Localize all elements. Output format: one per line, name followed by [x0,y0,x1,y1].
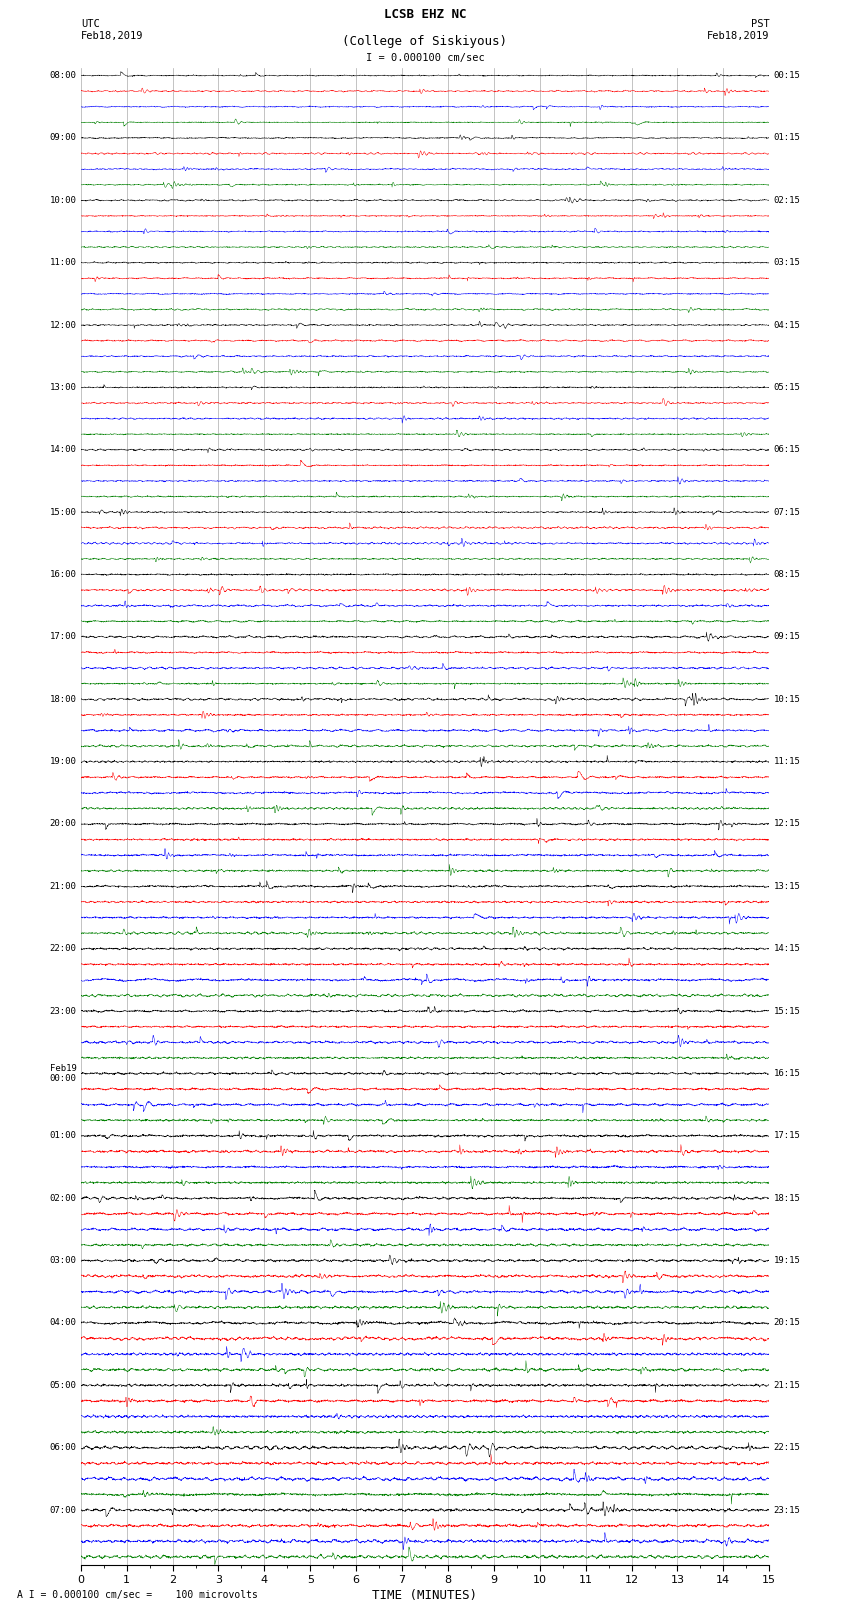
Text: 20:15: 20:15 [774,1318,801,1327]
X-axis label: TIME (MINUTES): TIME (MINUTES) [372,1589,478,1602]
Text: 10:15: 10:15 [774,695,801,703]
Text: 13:00: 13:00 [49,382,76,392]
Text: 22:00: 22:00 [49,944,76,953]
Text: 23:15: 23:15 [774,1505,801,1515]
Text: 22:15: 22:15 [774,1444,801,1452]
Text: 08:00: 08:00 [49,71,76,81]
Text: 06:15: 06:15 [774,445,801,455]
Text: 17:15: 17:15 [774,1131,801,1140]
Text: 09:00: 09:00 [49,134,76,142]
Text: 15:15: 15:15 [774,1007,801,1016]
Text: PST
Feb18,2019: PST Feb18,2019 [706,19,769,40]
Text: 07:00: 07:00 [49,1505,76,1515]
Text: 19:15: 19:15 [774,1257,801,1265]
Text: 11:00: 11:00 [49,258,76,268]
Text: 09:15: 09:15 [774,632,801,642]
Text: 18:15: 18:15 [774,1194,801,1203]
Text: A I = 0.000100 cm/sec =    100 microvolts: A I = 0.000100 cm/sec = 100 microvolts [17,1590,258,1600]
Text: 16:15: 16:15 [774,1069,801,1077]
Text: 05:15: 05:15 [774,382,801,392]
Text: 13:15: 13:15 [774,882,801,890]
Text: 11:15: 11:15 [774,756,801,766]
Text: 12:15: 12:15 [774,819,801,829]
Text: 01:00: 01:00 [49,1131,76,1140]
Text: 14:15: 14:15 [774,944,801,953]
Text: UTC
Feb18,2019: UTC Feb18,2019 [81,19,144,40]
Text: LCSB EHZ NC: LCSB EHZ NC [383,8,467,21]
Text: 10:00: 10:00 [49,195,76,205]
Text: 17:00: 17:00 [49,632,76,642]
Text: 07:15: 07:15 [774,508,801,516]
Text: 20:00: 20:00 [49,819,76,829]
Text: 06:00: 06:00 [49,1444,76,1452]
Text: 02:15: 02:15 [774,195,801,205]
Text: 23:00: 23:00 [49,1007,76,1016]
Text: 00:15: 00:15 [774,71,801,81]
Text: Feb19
00:00: Feb19 00:00 [49,1063,76,1084]
Text: 15:00: 15:00 [49,508,76,516]
Text: (College of Siskiyous): (College of Siskiyous) [343,35,507,48]
Text: 16:00: 16:00 [49,569,76,579]
Text: 03:00: 03:00 [49,1257,76,1265]
Text: 08:15: 08:15 [774,569,801,579]
Text: 04:15: 04:15 [774,321,801,329]
Text: 05:00: 05:00 [49,1381,76,1390]
Text: 12:00: 12:00 [49,321,76,329]
Text: 02:00: 02:00 [49,1194,76,1203]
Text: 19:00: 19:00 [49,756,76,766]
Text: 14:00: 14:00 [49,445,76,455]
Text: 18:00: 18:00 [49,695,76,703]
Text: 03:15: 03:15 [774,258,801,268]
Text: 21:00: 21:00 [49,882,76,890]
Text: 21:15: 21:15 [774,1381,801,1390]
Text: 01:15: 01:15 [774,134,801,142]
Text: I = 0.000100 cm/sec: I = 0.000100 cm/sec [366,53,484,63]
Text: 04:00: 04:00 [49,1318,76,1327]
